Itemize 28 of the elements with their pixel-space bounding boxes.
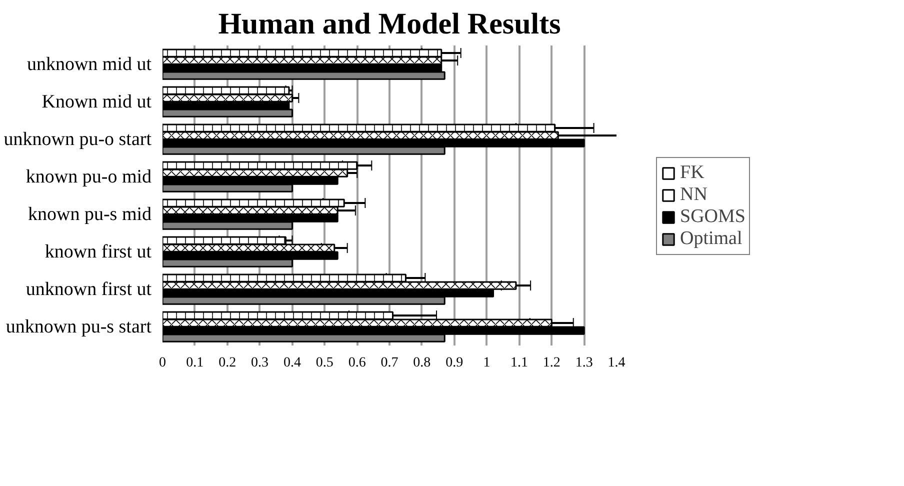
y-tick-label: known pu-s mid: [28, 204, 152, 225]
y-tick-label: unknown pu-s start: [6, 316, 152, 338]
y-tick-label: known pu-o mid: [26, 166, 152, 188]
x-tick-label: 0.3: [251, 356, 269, 370]
x-tick-label: 1.2: [542, 356, 560, 370]
legend-label: SGOMS: [680, 206, 746, 228]
legend-label: Optimal: [680, 228, 742, 250]
x-tick-label: 0: [159, 356, 166, 370]
chart-title: Human and Model Results: [218, 8, 561, 40]
x-tick-label: 0.9: [446, 356, 464, 370]
legend-label: FK: [680, 162, 704, 184]
y-tick-label: known first ut: [44, 241, 152, 262]
x-tick-label: 0.1: [186, 356, 204, 370]
y-tick-label: unknown mid ut: [26, 54, 152, 75]
x-tick-label: 1.4: [608, 356, 626, 370]
x-tick-label: 0.4: [283, 356, 301, 370]
y-tick-label: unknown pu-o start: [4, 128, 152, 150]
x-tick-label: 0.6: [348, 356, 366, 370]
x-tick-label: 0.5: [316, 356, 334, 370]
x-tick-label: 1.3: [575, 356, 593, 370]
x-tick-label: 1.1: [510, 356, 528, 370]
x-tick-label: 0.8: [413, 356, 431, 370]
x-tick-label: 1: [483, 356, 490, 370]
x-tick-label: 0.7: [380, 356, 398, 370]
x-tick-label: 0.2: [218, 356, 236, 370]
y-tick-label: Known mid ut: [42, 91, 152, 112]
y-tick-label: unknown first ut: [26, 278, 152, 300]
legend-label: NN: [680, 184, 708, 206]
